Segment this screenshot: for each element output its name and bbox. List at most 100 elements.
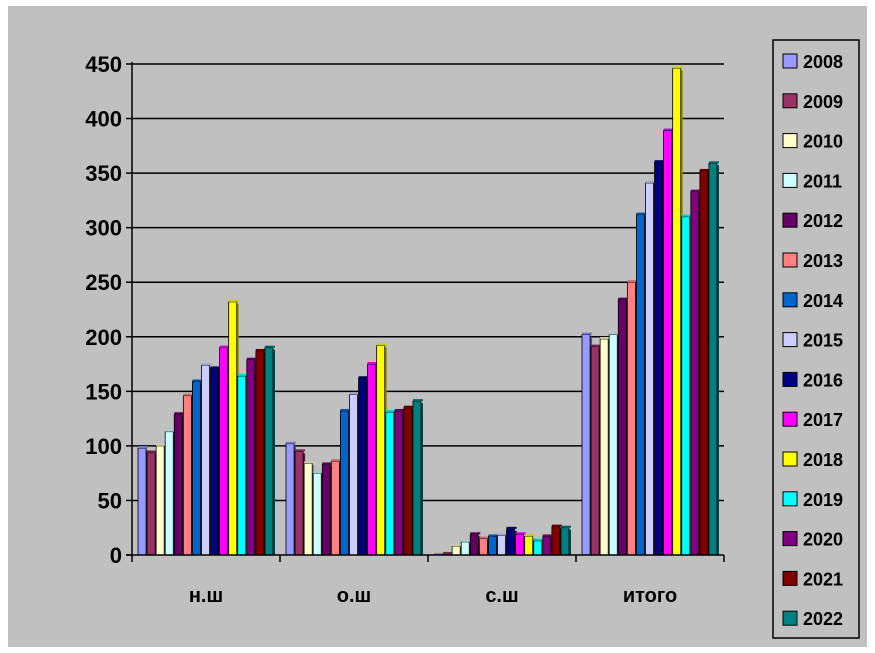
bar-face	[294, 450, 304, 556]
legend-swatch	[782, 212, 798, 228]
legend-label: 2014	[803, 291, 843, 311]
bar-top	[228, 299, 239, 302]
bar-face	[560, 527, 570, 556]
bar-top	[452, 544, 463, 547]
bar-top	[246, 357, 257, 360]
bar	[524, 534, 535, 556]
bar-face	[506, 528, 515, 556]
bar-face	[191, 381, 201, 556]
bar-face	[663, 130, 673, 556]
legend-swatch	[782, 332, 798, 348]
bar-face	[210, 368, 220, 556]
bar-top	[201, 363, 212, 366]
bar-face	[672, 67, 682, 556]
bar-face	[626, 281, 636, 556]
bar-side	[522, 536, 526, 555]
legend-label: 2011	[803, 171, 842, 191]
bar-top	[560, 525, 571, 528]
bar-side	[154, 454, 158, 555]
bar-side	[410, 409, 414, 555]
bar-face	[237, 375, 247, 556]
bar-face	[394, 410, 404, 556]
legend-label: 2016	[803, 370, 843, 390]
bar-face	[321, 464, 331, 556]
bar-top	[340, 408, 351, 411]
bar-top	[237, 374, 248, 377]
bar-side	[540, 542, 544, 555]
bar-face	[312, 472, 322, 556]
bar-side	[679, 70, 683, 555]
bar	[312, 471, 324, 556]
bar	[137, 446, 149, 556]
bar-face	[201, 364, 210, 556]
bar	[672, 66, 683, 556]
bar	[255, 348, 266, 556]
bar	[581, 332, 593, 556]
bar-chart: 0 50 100 150 200 250 300 350 400 450 н.ш о.ш с.ш итог…	[85, 39, 860, 639]
bar	[645, 180, 656, 556]
bar	[699, 168, 710, 556]
bar-top	[690, 189, 701, 192]
bar	[237, 374, 248, 556]
bar-side	[558, 528, 562, 555]
bar-side	[329, 466, 333, 555]
legend-item: 2020	[782, 530, 843, 550]
bar-side	[253, 361, 257, 555]
bar-face	[182, 395, 192, 556]
bar-face	[515, 533, 525, 556]
bar-top	[645, 180, 656, 183]
bar-face	[708, 162, 718, 556]
bar-face	[590, 346, 600, 556]
bar-side	[420, 403, 423, 555]
chart-area: 0 50 100 150 200 250 300 350 400 450 н.ш о.ш с.ш итог…	[8, 6, 867, 647]
bar-face	[699, 170, 709, 556]
legend-item: 2012	[782, 211, 843, 231]
bar-side	[365, 380, 369, 555]
bar	[434, 553, 445, 555]
bar-side	[652, 184, 656, 556]
legend-label: 2017	[803, 410, 843, 430]
bar-side	[320, 475, 324, 555]
bar	[394, 408, 405, 556]
legend-label: 2022	[803, 609, 843, 629]
bar-side	[272, 349, 275, 555]
bar	[164, 429, 176, 556]
legend-swatch	[782, 531, 798, 547]
y-tick-label: 50	[98, 488, 122, 513]
bar	[460, 539, 472, 556]
bar-side	[706, 172, 710, 555]
bar	[663, 128, 674, 556]
bar	[146, 450, 158, 556]
bar-face	[376, 345, 386, 556]
bar-side	[208, 367, 212, 555]
legend-item: 2022	[782, 609, 843, 629]
y-tick-label: 450	[85, 52, 122, 77]
bar-top	[506, 526, 517, 529]
bar-side	[226, 349, 230, 555]
bar-side	[549, 538, 553, 555]
y-tick-label: 200	[85, 325, 122, 350]
legend-label: 2021	[803, 569, 843, 589]
bar	[303, 461, 315, 556]
bar-face	[681, 216, 691, 556]
bar-top	[349, 392, 360, 395]
bar-top	[412, 399, 423, 402]
bar-face	[478, 538, 488, 556]
bar-top	[654, 160, 665, 163]
legend-item: 2021	[782, 569, 843, 589]
bar-top	[582, 332, 593, 335]
bar	[533, 538, 544, 556]
bar-top	[533, 538, 544, 541]
x-category-label: о.ш	[337, 585, 371, 607]
axes: 0 50 100 150 200 250 300 350 400 450 н.ш о.ш с.ш итог…	[85, 52, 725, 607]
bar-face	[358, 377, 367, 556]
bar-top	[286, 441, 297, 444]
bar-side	[347, 412, 351, 555]
legend-swatch	[782, 292, 798, 308]
bar-top	[672, 66, 683, 69]
legend-item: 2014	[782, 291, 843, 311]
bar-face	[690, 191, 700, 556]
bar-face	[285, 443, 295, 556]
bar-top	[264, 345, 275, 348]
bar	[173, 412, 185, 556]
